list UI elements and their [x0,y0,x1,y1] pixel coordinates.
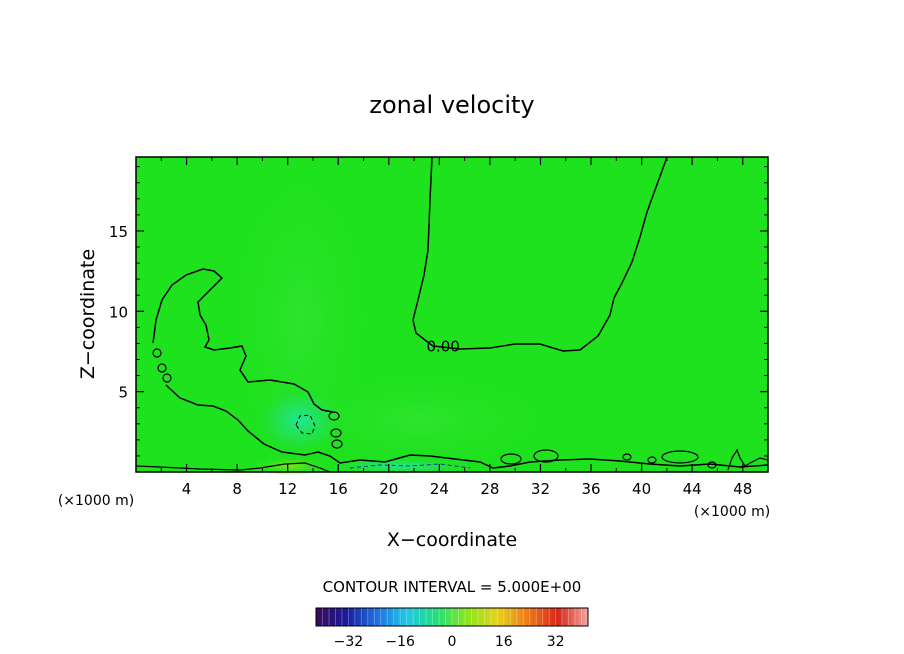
x-tick-label: 12 [278,480,297,498]
colorbar: −32 −16 0 16 32 [315,607,589,650]
contour-loop [328,411,340,421]
x-unit-right: (×1000 m) [694,504,770,520]
contour-loop [622,453,632,461]
y-tick-label: 15 [109,223,128,241]
contour-loop [162,373,172,383]
field-shade [255,385,345,455]
colorbar-tick-label: 0 [448,634,457,650]
chart-title: zonal velocity [369,91,534,119]
colorbar-ramp [316,608,588,626]
y-tick-label: 5 [118,384,128,402]
x-tick-label: 20 [379,480,398,498]
colorbar-tick-label: −32 [334,634,364,650]
y-axis-label: Z−coordinate [77,249,99,379]
colorbar-tick-label: −16 [385,634,415,650]
contour-line [412,156,668,352]
x-tick-label: 32 [531,480,550,498]
x-tick-label: 36 [581,480,600,498]
x-tick-label: 40 [632,480,651,498]
contour-loop [157,363,167,373]
contour-loop [331,439,343,449]
y-axis: 5 10 15 [109,166,768,457]
colorbar-tick-label: 32 [547,634,565,650]
contour-line [727,448,769,471]
contour-loop [533,449,559,463]
contour-line [152,268,334,413]
x-tick-label: 4 [182,480,192,498]
plot-frame [135,156,769,473]
contour-dashed [349,463,471,469]
x-tick-label: 24 [430,480,449,498]
contour-loop [330,428,342,438]
field-shade [250,456,330,476]
contour-loop [152,348,162,358]
colorbar-tick-label: 16 [495,634,513,650]
contour-loop [707,461,717,469]
colorbar-ticks: −32 −16 0 16 32 [334,634,565,650]
x-tick-label: 48 [733,480,752,498]
field-shade [290,375,550,465]
x-tick-label: 16 [329,480,348,498]
y-tick-label: 10 [109,303,128,321]
contour-loop [647,456,657,464]
colorbar-frame [315,607,589,627]
contour-interval-label: CONTOUR INTERVAL = 5.000E+00 [323,578,582,596]
contour-line [165,384,769,469]
contour-line [135,462,331,473]
contour-loop [500,453,522,465]
x-tick-label: 8 [232,480,242,498]
colorbar-bins [322,608,582,626]
x-axis: 4 8 12 16 20 24 28 32 36 40 44 48 [160,157,752,498]
x-axis-label: X−coordinate [387,529,517,551]
contour-dashed [295,414,316,435]
x-tick-label: 28 [480,480,499,498]
x-tick-label: 44 [683,480,702,498]
x-unit-left: (×1000 m) [58,493,134,509]
contour-label: 0.00 [426,338,459,356]
contour-loop [661,450,699,464]
